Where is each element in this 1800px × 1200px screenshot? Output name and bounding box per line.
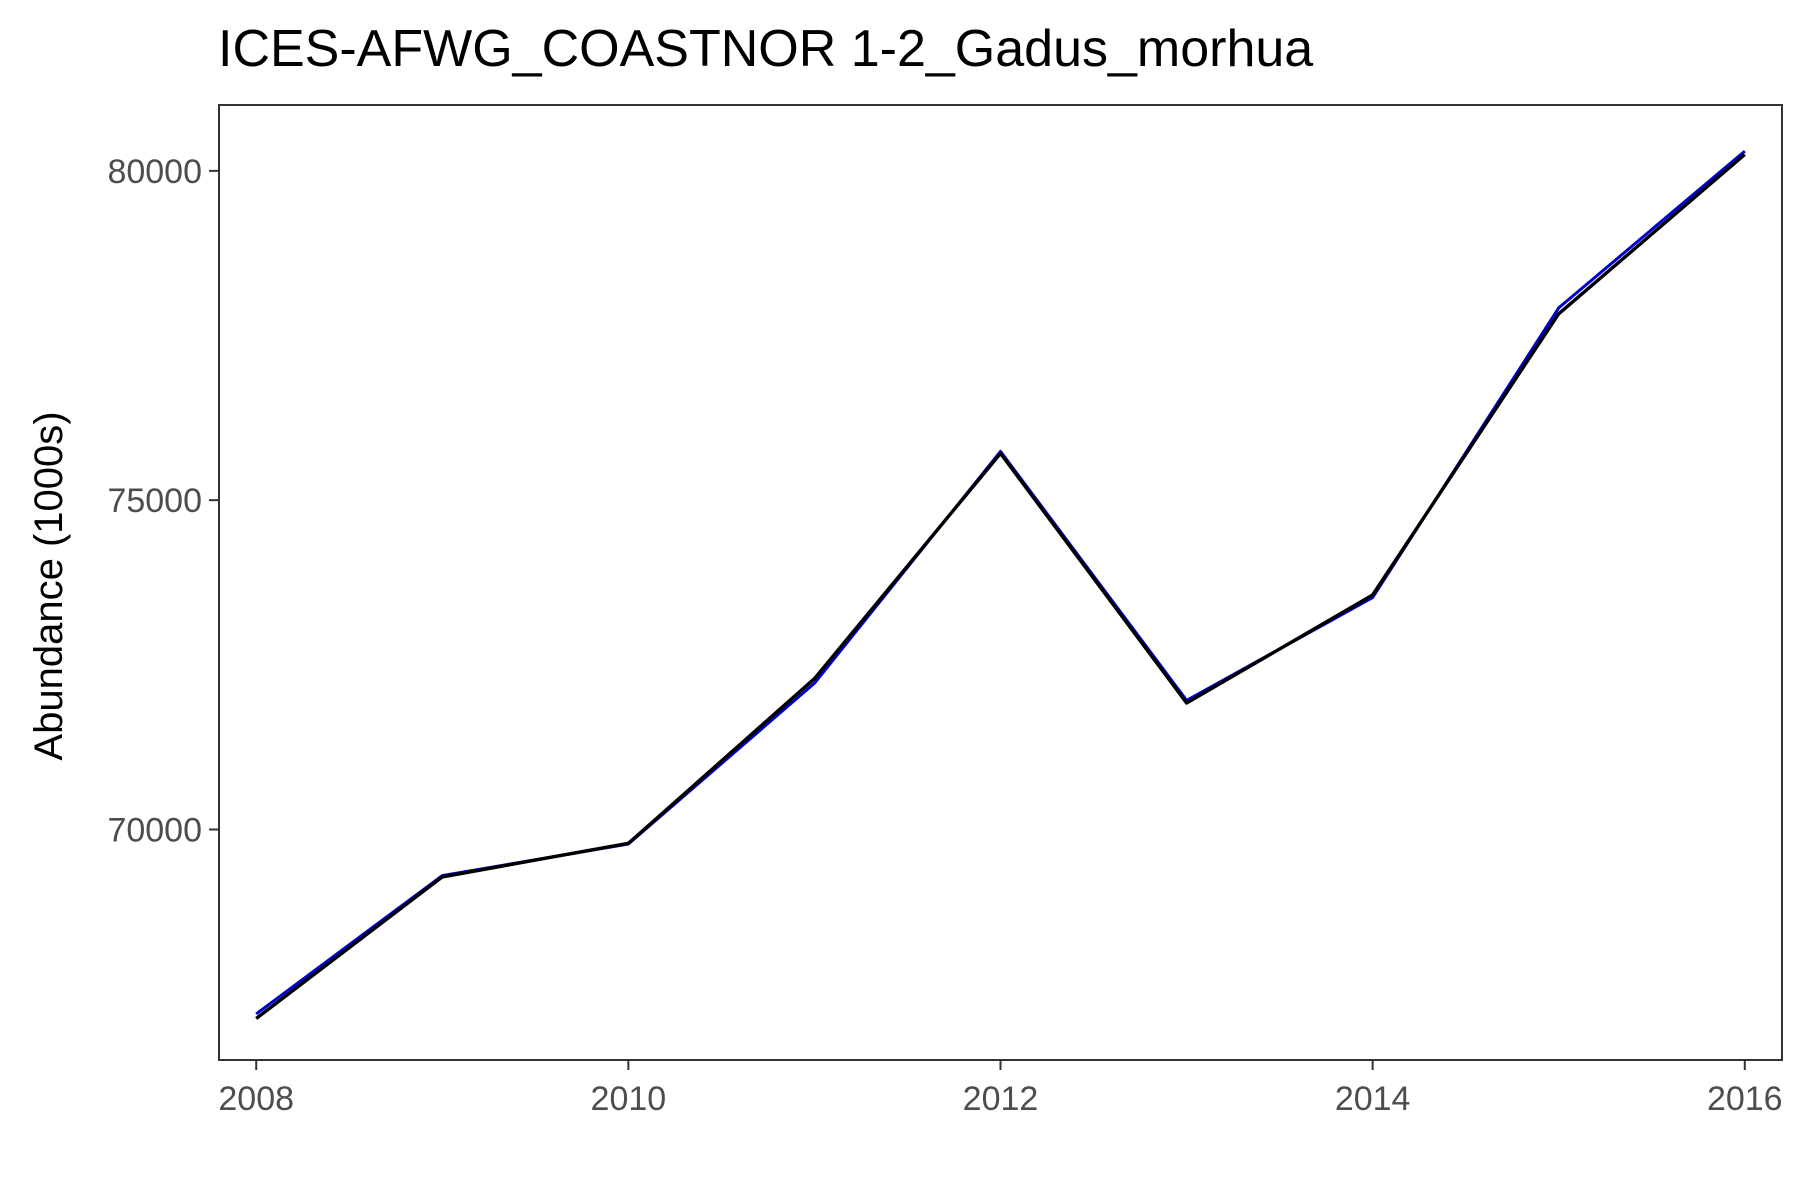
x-tick-label: 2014 — [1335, 1080, 1411, 1118]
x-axis: 2008 2010 2012 2014 2016 — [218, 1060, 1783, 1118]
x-tick-label: 2008 — [218, 1080, 294, 1118]
y-tick-label: 80000 — [107, 153, 202, 191]
chart-title: ICES-AFWG_COASTNOR 1-2_Gadus_morhua — [218, 20, 1313, 78]
x-tick-label: 2012 — [963, 1080, 1039, 1118]
series-layer — [255, 149, 1746, 1020]
x-tick-label: 2016 — [1707, 1080, 1783, 1118]
series-line-2 — [255, 153, 1746, 1020]
x-tick-label: 2010 — [591, 1080, 667, 1118]
y-axis: 70000 75000 80000 — [107, 153, 219, 849]
y-tick-label: 70000 — [107, 811, 202, 849]
y-tick-label: 75000 — [107, 482, 202, 520]
y-axis-title: Abundance (1000s) — [27, 411, 71, 760]
series-line-1 — [255, 149, 1746, 1016]
plot-panel — [218, 104, 1783, 1061]
